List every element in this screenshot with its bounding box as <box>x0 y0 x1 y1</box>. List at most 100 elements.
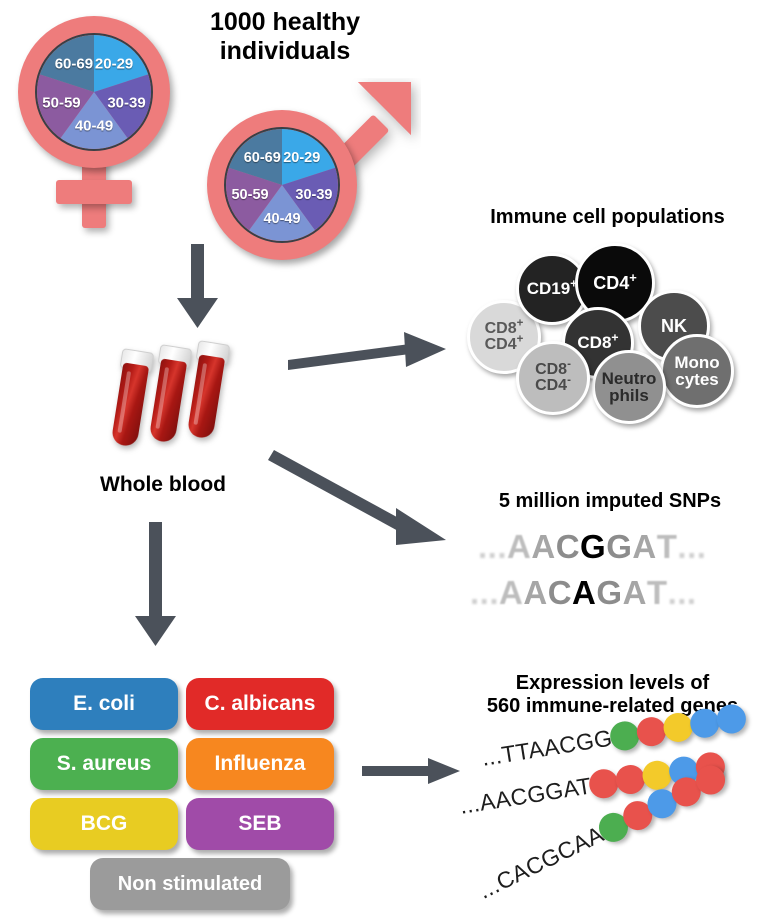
expression-bead-red <box>613 762 647 797</box>
immune-cell-label: CD8+ <box>577 330 619 353</box>
pie-label-40-49: 40-49 <box>263 210 301 227</box>
pie-label-20-29: 20-29 <box>283 149 321 166</box>
expression-sequence-text: ...TTAACGG <box>479 724 614 771</box>
pie-segment-30-39 <box>94 74 151 139</box>
snp-base: A <box>507 528 532 565</box>
pie-segment-20-29 <box>282 129 336 185</box>
snp-ellipsis-right: ... <box>667 574 697 611</box>
snp-base: A <box>499 574 524 611</box>
arrow-blood-to-immune-cells <box>288 330 450 374</box>
snp-base: G <box>596 574 623 611</box>
expression-title-line1: Expression levels of <box>515 672 710 694</box>
immune-cell-populations-title: Immune cell populations <box>455 206 760 229</box>
pie-segment-50-59 <box>226 167 282 231</box>
immune-cell-cd8cd4[interactable]: CD8- CD4- <box>516 341 590 415</box>
stimulus-label: C. albicans <box>204 692 316 715</box>
expression-title: Expression levels of 560 immune-related … <box>460 672 765 718</box>
stimulus-calbicans[interactable]: C. albicans <box>186 678 334 730</box>
immune-cell-label: CD8+ CD4+ <box>484 317 524 353</box>
expression-title-line2: 560 immune-related genes <box>486 695 739 717</box>
immune-cell-label: NK <box>661 315 687 336</box>
snp-base: A <box>632 528 657 565</box>
expression-sequence-text: ...AACGGAT <box>457 772 594 819</box>
snp-base: A <box>531 528 556 565</box>
snp-base: C <box>547 574 573 611</box>
snp-variant-base: G <box>580 528 607 565</box>
pie-segment-60-69 <box>39 35 94 92</box>
snp-base: A <box>523 574 548 611</box>
pie-segment-50-59 <box>37 74 94 139</box>
pie-label-50-59: 50-59 <box>231 187 269 204</box>
immune-cell-monocytes[interactable]: Mono cytes <box>660 334 734 408</box>
snp-base: C <box>555 528 581 565</box>
pie-label-30-39: 30-39 <box>107 94 146 112</box>
arrow-down-blood-to-stimuli <box>133 522 179 648</box>
pie-label-50-59: 50-59 <box>42 94 81 112</box>
snp-sequence-row: ...AACAGAT... <box>470 574 697 612</box>
stimulus-label: Influenza <box>214 752 306 775</box>
snp-ellipsis-right: ... <box>677 528 707 565</box>
immune-cell-label: CD8- CD4- <box>535 358 571 394</box>
stimulus-label: S. aureus <box>56 752 152 775</box>
whole-blood-label-text: Whole blood <box>100 473 226 496</box>
immune-cell-cluster: CD8+ CD4+ CD19+ CD4+ NK CD8+ Mono cytes Neutro ph… <box>0 0 771 430</box>
pie-label-60-69: 60-69 <box>243 149 281 166</box>
pie-segment-60-69 <box>228 129 282 185</box>
age-distribution-pie-female: 20-29 30-39 40-49 50-59 60-69 <box>35 33 153 151</box>
snps-title: 5 million imputed SNPs <box>460 490 760 513</box>
expression-bead-blue <box>714 702 748 736</box>
pie-segment-20-29 <box>94 35 149 92</box>
immune-title-text: Immune cell populations <box>490 206 725 228</box>
snp-ellipsis-left: ... <box>470 574 500 611</box>
immune-cell-label: CD4+ <box>593 269 637 293</box>
snp-variant-base: A <box>572 574 597 611</box>
stimulus-influenza[interactable]: Influenza <box>186 738 334 790</box>
stimulus-seb[interactable]: SEB <box>186 798 334 850</box>
snp-base: T <box>656 528 678 565</box>
immune-cell-neutrophils[interactable]: Neutro phils <box>592 350 666 424</box>
snp-sequences: ...AACGGAT... ...AACAGAT... <box>470 528 755 618</box>
arrow-blood-to-snps <box>268 450 450 548</box>
stimulus-saureus[interactable]: S. aureus <box>30 738 178 790</box>
female-symbol-crossbar <box>56 180 132 204</box>
pie-segment-40-49 <box>249 185 315 241</box>
arrow-stimuli-to-expression <box>362 756 462 786</box>
stimulus-bcg[interactable]: BCG <box>30 798 178 850</box>
expression-bead-blue <box>687 706 721 740</box>
snp-base: T <box>646 574 668 611</box>
stimulus-nonstimulated[interactable]: Non stimulated <box>90 858 290 910</box>
cohort-title: 1000 healthy individuals <box>160 8 410 66</box>
expression-bead-yellow <box>661 710 695 745</box>
immune-cell-cd19[interactable]: CD19+ <box>516 253 588 325</box>
cohort-title-text: 1000 healthy individuals <box>209 8 361 65</box>
pie-segment-30-39 <box>282 167 338 231</box>
pie-label-20-29: 20-29 <box>94 55 134 73</box>
arrow-down-cohort-to-blood <box>175 244 221 330</box>
female-gender-symbol: 20-29 30-39 40-49 50-59 60-69 <box>10 8 190 233</box>
expression-strands: ...TTAACGG ...AACGGAT ...CACGCAA <box>457 702 771 920</box>
stimulus-label: Non stimulated <box>117 872 263 895</box>
snp-base: G <box>606 528 633 565</box>
immune-cell-label: Neutro phils <box>601 368 657 405</box>
expression-bead-red <box>634 715 668 749</box>
whole-blood-label: Whole blood <box>58 473 268 497</box>
snp-ellipsis-left: ... <box>478 528 508 565</box>
pie-segment-40-49 <box>60 92 128 149</box>
snps-title-text: 5 million imputed SNPs <box>498 490 722 512</box>
pie-label-60-69: 60-69 <box>54 55 94 73</box>
snp-base: A <box>622 574 647 611</box>
male-gender-symbol: 20-29 30-39 40-49 50-59 60-69 <box>205 78 420 263</box>
age-distribution-pie-male: 20-29 30-39 40-49 50-59 60-69 <box>224 127 340 243</box>
stimulation-conditions: E. coli C. albicans S. aureus Influenza BCG S… <box>30 678 340 910</box>
stimulus-label: SEB <box>238 812 282 835</box>
immune-cell-label: Mono cytes <box>674 352 720 389</box>
expression-sequence-text: ...CACGCAA <box>474 820 608 904</box>
immune-cell-label: CD19+ <box>526 276 578 299</box>
stimulus-ecoli[interactable]: E. coli <box>30 678 178 730</box>
stimulus-label: E. coli <box>73 692 135 715</box>
pie-label-40-49: 40-49 <box>74 117 114 135</box>
pie-label-30-39: 30-39 <box>295 187 333 204</box>
stimulus-label: BCG <box>80 812 128 835</box>
snp-sequence-row: ...AACGGAT... <box>478 528 706 566</box>
